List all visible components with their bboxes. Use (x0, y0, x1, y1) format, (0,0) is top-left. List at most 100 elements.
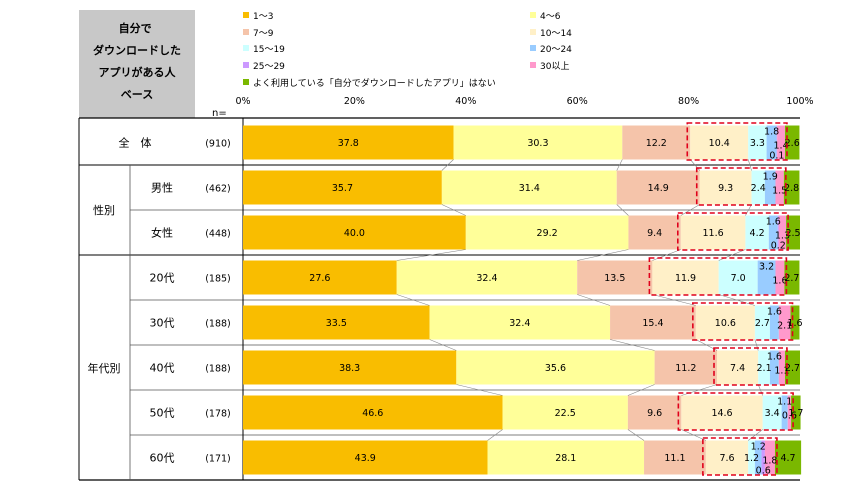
series-connector (456, 384, 503, 396)
data-label: 31.4 (519, 183, 540, 194)
bar-segment (396, 260, 578, 295)
data-label: 11.2 (675, 363, 696, 374)
highlight-box (713, 347, 788, 386)
data-label: 2.1 (777, 321, 792, 332)
row-n: (448) (205, 229, 231, 240)
legend-label: よく利用している「自分でダウンロードしたアプリ」はない (253, 77, 496, 89)
bar-segment (681, 395, 763, 430)
data-label: 0.1 (769, 151, 784, 162)
bar-segment (751, 170, 765, 205)
bar-segment (429, 305, 611, 340)
row-label: 30代 (150, 317, 175, 330)
n-label: n= (212, 108, 227, 119)
series-connector (396, 249, 466, 261)
data-label: 32.4 (476, 273, 497, 284)
data-label: 2.8 (784, 183, 799, 194)
chart-title: 自分で ダウンロードしたアプリがある人ベース (93, 21, 181, 101)
bar-segment (777, 125, 785, 160)
row-n: (185) (205, 274, 231, 285)
bar-segment (243, 170, 442, 205)
data-label: 22.5 (555, 408, 576, 419)
bar-segment (776, 125, 778, 160)
data-label: 1.6 (767, 352, 782, 363)
series-connector (577, 249, 629, 261)
highlight-box (702, 437, 778, 476)
data-label: 43.9 (355, 453, 376, 464)
legend-label: 15～19 (253, 45, 285, 55)
data-label: 1.1 (777, 397, 792, 408)
data-label: 14.9 (648, 183, 669, 194)
data-label: 2.7 (784, 273, 799, 284)
bar-segment (791, 395, 801, 430)
bar-segment (775, 260, 785, 295)
row-n: (188) (205, 319, 231, 330)
data-label: 1.5 (772, 186, 787, 197)
bar-segment (757, 260, 776, 295)
row-label: 全 体 (119, 136, 152, 150)
x-tick-label: 60% (567, 96, 588, 107)
data-label: 1.6 (787, 318, 802, 329)
bar-segment (786, 215, 800, 250)
bar-segment (790, 305, 800, 340)
bar-segment (784, 260, 800, 295)
row-label: 女性 (151, 226, 173, 240)
data-label: 1.3 (775, 231, 790, 242)
data-label: 1.7 (788, 408, 803, 419)
row-n: (178) (205, 409, 231, 420)
data-label: 2.4 (751, 183, 766, 194)
bar-segment (622, 125, 691, 160)
bar-segment (453, 125, 623, 160)
bar-segment (766, 125, 777, 160)
highlight-box (677, 212, 789, 251)
data-label: 1.8 (762, 456, 777, 467)
group-label: 性別 (93, 203, 115, 217)
bar-segment (784, 350, 800, 385)
data-label: 9.4 (647, 228, 662, 239)
data-label: 0.6 (756, 466, 771, 477)
chart-title-text: 自分で (119, 21, 152, 35)
data-label: 4.2 (750, 228, 765, 239)
bar-segment (652, 260, 719, 295)
highlight-boxes (648, 122, 794, 476)
group-label: 年代別 (88, 361, 121, 375)
highlight-box (692, 302, 794, 341)
data-label: 3.3 (750, 138, 765, 149)
bar-segment (610, 305, 696, 340)
data-label: 33.5 (326, 318, 347, 329)
chart-title-line: アプリがある人 (99, 65, 177, 79)
legend-swatch (530, 12, 536, 18)
bar-segment (487, 440, 645, 475)
bar-segment (769, 350, 779, 385)
bars: 37.8 30.3 12.2 10.4 3.31.80.11.42.635.7 31.4 1… (243, 125, 803, 477)
legend-label: 10～14 (540, 29, 572, 39)
highlight-box (648, 257, 788, 296)
data-label: 1.6 (772, 276, 787, 287)
bar-segment (764, 440, 775, 475)
data-label: 1.2 (744, 453, 759, 464)
legend-swatch (243, 62, 249, 68)
highlight-box (695, 167, 787, 206)
data-label: 12.2 (646, 138, 667, 149)
data-label: 1.1 (774, 366, 789, 377)
legend-swatch (243, 45, 249, 51)
x-tick-label: 40% (455, 96, 476, 107)
data-label: 2.7 (785, 363, 800, 374)
row-label: 60代 (150, 452, 175, 465)
bar-segment (764, 170, 776, 205)
row-label: 50代 (150, 407, 175, 420)
series-connector (441, 204, 466, 216)
bar-segment (774, 440, 802, 475)
data-label: 29.2 (537, 228, 558, 239)
bar-segment (616, 170, 700, 205)
chart-title-line: ダウンロードした (93, 43, 181, 57)
title-box (79, 10, 195, 118)
series-connector (441, 159, 454, 171)
bar-segment (787, 395, 792, 430)
data-label: 46.6 (362, 408, 383, 419)
row-n: (462) (205, 184, 231, 195)
series-connector (616, 204, 629, 216)
data-label: 13.5 (604, 273, 625, 284)
data-label: 35.6 (545, 363, 566, 374)
data-label: 2.5 (785, 228, 800, 239)
